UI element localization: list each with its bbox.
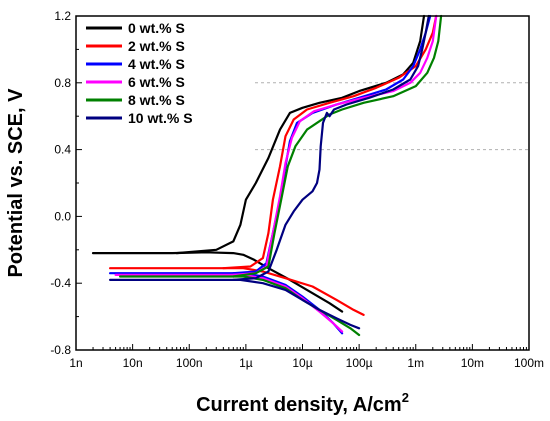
series-line-anodic — [232, 14, 438, 276]
legend-label: 6 wt.% S — [128, 74, 185, 90]
x-tick-label: 100µ — [346, 356, 373, 370]
series-line-cathodic — [114, 273, 344, 333]
legend-label: 10 wt.% S — [128, 110, 193, 126]
series-lines — [91, 14, 443, 337]
x-axis-title: Current density, A/cm2 — [196, 390, 409, 416]
y-tick-label: 0.8 — [54, 76, 71, 90]
x-tick-label: 10m — [461, 356, 484, 370]
x-tick-label: 1µ — [239, 356, 253, 370]
x-tick-label: 10µ — [292, 356, 312, 370]
series-line-cathodic — [119, 275, 361, 337]
x-axis-title-superscript: 2 — [402, 390, 409, 405]
y-axis-title: Potential vs. SCE, V — [5, 88, 27, 278]
grid — [255, 82, 529, 151]
series-line-cathodic — [109, 278, 361, 330]
series-line-cathodic — [109, 267, 365, 316]
legend: 0 wt.% S 2 wt.% S 4 wt.% S 6 wt.% S 8 wt.% S… — [86, 20, 193, 126]
legend-label: 0 wt.% S — [128, 20, 185, 36]
y-tick-label: 0.0 — [54, 209, 71, 223]
x-tick-label: 100n — [176, 356, 203, 370]
legend-label: 4 wt.% S — [128, 56, 185, 72]
x-axis-title-text: Current density, A/cm — [196, 394, 402, 416]
series-line-cathodic — [91, 251, 344, 313]
legend-label: 8 wt.% S — [128, 92, 185, 108]
legend-label: 2 wt.% S — [128, 38, 185, 54]
x-tick-label: 1n — [69, 356, 82, 370]
x-axis-ticks: 1n 10n 100n 1µ 10µ 100µ 1m 10m 100m — [69, 344, 544, 370]
y-tick-label: -0.4 — [50, 276, 71, 290]
x-tick-label: 1m — [407, 356, 424, 370]
y-tick-label: 0.4 — [54, 143, 71, 157]
y-tick-label: 1.2 — [54, 9, 71, 23]
series-line-anodic — [232, 14, 430, 281]
x-tick-label: 10n — [123, 356, 143, 370]
x-tick-label: 100m — [514, 356, 544, 370]
y-axis-ticks: -0.8 -0.4 0.0 0.4 0.8 1.2 — [50, 9, 82, 357]
y-tick-label: -0.8 — [50, 343, 71, 357]
